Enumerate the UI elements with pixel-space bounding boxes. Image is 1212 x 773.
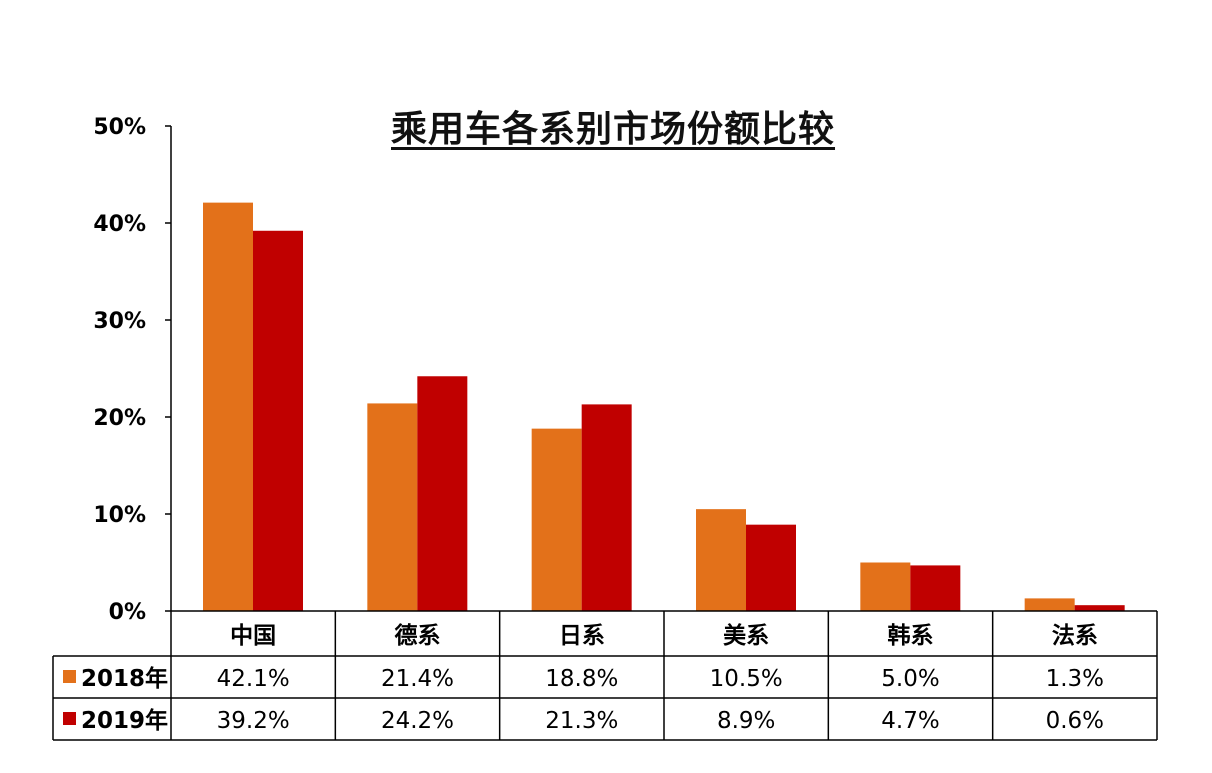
bar-中国-2018年 [203, 202, 253, 611]
bar-日系-2019年 [581, 404, 632, 611]
y-tick-label: 10% [93, 503, 146, 528]
chart-title: 乘用车各系别市场份额比较 [391, 109, 836, 150]
legend-label: 2019年 [81, 707, 168, 734]
legend-swatch-2018年 [63, 670, 76, 683]
category-label: 美系 [723, 622, 769, 649]
table-value-cell: 21.4% [381, 666, 454, 692]
table-value-cell: 8.9% [717, 708, 775, 734]
table-value-cell: 10.5% [710, 666, 783, 692]
table-value-cell: 5.0% [881, 666, 939, 692]
bar-美系-2018年 [696, 509, 746, 611]
table-value-cell: 18.8% [545, 666, 618, 692]
category-label: 中国 [230, 623, 276, 649]
legend-label: 2018年 [81, 665, 168, 692]
legend-swatch-2019年 [63, 712, 76, 725]
y-tick-label: 20% [93, 406, 146, 431]
table-value-cell: 0.6% [1046, 708, 1104, 734]
table-value-cell: 24.2% [381, 708, 454, 734]
category-label: 韩系 [888, 622, 934, 649]
bar-日系-2018年 [531, 428, 582, 611]
y-tick-label: 30% [93, 309, 146, 334]
table-value-cell: 4.7% [881, 708, 939, 734]
y-tick-label: 0% [109, 600, 146, 625]
bar-韩系-2018年 [860, 562, 911, 611]
category-label: 德系 [395, 622, 441, 649]
bar-德系-2019年 [417, 376, 468, 611]
y-tick-label: 40% [93, 212, 146, 237]
y-tick-label: 50% [93, 115, 146, 140]
bar-法系-2018年 [1024, 598, 1075, 611]
table-value-cell: 1.3% [1046, 666, 1104, 692]
category-label: 法系 [1052, 623, 1098, 649]
bar-法系-2019年 [1074, 605, 1125, 611]
bar-美系-2019年 [746, 524, 796, 611]
category-label: 日系 [559, 623, 605, 649]
table-value-cell: 39.2% [217, 708, 290, 734]
bar-中国-2019年 [253, 230, 303, 611]
bar-德系-2018年 [367, 403, 418, 611]
table-value-cell: 21.3% [545, 708, 618, 734]
bar-韩系-2019年 [910, 565, 961, 611]
table-value-cell: 42.1% [217, 666, 290, 692]
